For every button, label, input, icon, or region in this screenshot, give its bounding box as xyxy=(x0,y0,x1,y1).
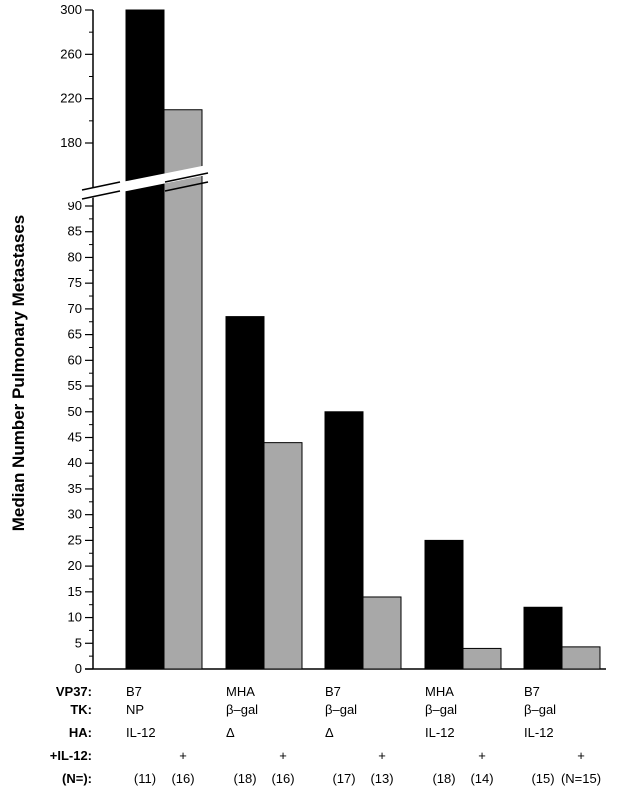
n-label: (13) xyxy=(370,771,393,786)
n-label: (N=15) xyxy=(561,771,601,786)
bar xyxy=(362,596,402,670)
n-label: (11) xyxy=(134,771,156,786)
n-label: (18) xyxy=(233,771,256,786)
n-label: (16) xyxy=(171,771,194,786)
cell-ha: IL-12 xyxy=(425,725,455,740)
cell-vp37: B7 xyxy=(325,684,341,699)
y-tick-label: 80 xyxy=(68,249,82,264)
y-tick-label: 25 xyxy=(68,532,82,547)
y-tick-label: 55 xyxy=(68,378,82,393)
cell-vp37: MHA xyxy=(425,684,454,699)
cell-ha: IL-12 xyxy=(524,725,554,740)
cell-ha: Δ xyxy=(325,725,334,740)
cell-ha: IL-12 xyxy=(126,725,156,740)
row-label: TK: xyxy=(70,702,92,717)
bar xyxy=(125,9,165,670)
bar xyxy=(523,606,563,670)
y-tick-label: 70 xyxy=(68,301,82,316)
y-tick-label: 75 xyxy=(68,275,82,290)
bar xyxy=(225,316,265,670)
cell-tk: β–gal xyxy=(425,702,457,717)
il12-mark: + xyxy=(378,748,386,763)
il12-mark: + xyxy=(478,748,486,763)
y-tick-label: 260 xyxy=(60,46,82,61)
y-axis: 0510152025303540455055606570758085901802… xyxy=(60,2,606,676)
y-tick-label: 220 xyxy=(60,91,82,106)
axis-break-line xyxy=(81,190,121,200)
row-label: HA: xyxy=(69,725,92,740)
n-label: (18) xyxy=(432,771,455,786)
n-label: (17) xyxy=(332,771,355,786)
row-label: VP37: xyxy=(56,684,92,699)
row-label: +IL-12: xyxy=(50,748,92,763)
bars xyxy=(62,9,601,670)
y-tick-label: 50 xyxy=(68,404,82,419)
cell-vp37: MHA xyxy=(226,684,255,699)
n-label: (14) xyxy=(470,771,493,786)
y-tick-label: 0 xyxy=(75,661,82,676)
y-tick-label: 20 xyxy=(68,558,82,573)
y-tick-label: 30 xyxy=(68,507,82,522)
bar xyxy=(561,646,601,670)
cell-tk: β–gal xyxy=(325,702,357,717)
y-tick-label: 60 xyxy=(68,352,82,367)
y-tick-label: 15 xyxy=(68,584,82,599)
cell-tk: β–gal xyxy=(226,702,258,717)
y-tick-label: 180 xyxy=(60,135,82,150)
y-tick-label: 300 xyxy=(60,2,82,17)
axis-break-line xyxy=(164,172,209,183)
axis-break-line xyxy=(164,181,209,192)
y-tick-label: 5 xyxy=(75,635,82,650)
y-tick-label: 85 xyxy=(68,224,82,239)
y-tick-label: 45 xyxy=(68,430,82,445)
il12-mark: + xyxy=(577,748,585,763)
cell-vp37: B7 xyxy=(126,684,142,699)
y-tick-label: 10 xyxy=(68,610,82,625)
axis-break-gap xyxy=(62,164,212,204)
il12-mark: + xyxy=(179,748,187,763)
y-tick-label: 65 xyxy=(68,327,82,342)
n-label: (15) xyxy=(531,771,554,786)
cell-tk: NP xyxy=(126,702,144,717)
y-axis-label: Median Number Pulmonary Metastases xyxy=(9,215,28,531)
condition-table: VP37: TK: HA: +IL-12: (N=): B7 NP IL-12 (11) + (16… xyxy=(50,684,601,786)
cell-vp37: B7 xyxy=(524,684,540,699)
bar xyxy=(324,411,364,670)
y-tick-label: 40 xyxy=(68,455,82,470)
axis-break-line xyxy=(81,181,121,191)
bar xyxy=(424,539,464,670)
bar xyxy=(462,647,502,670)
row-label: (N=): xyxy=(62,771,92,786)
bar xyxy=(263,442,303,670)
y-tick-label: 35 xyxy=(68,481,82,496)
bar xyxy=(163,109,203,670)
cell-ha: Δ xyxy=(226,725,235,740)
n-label: (16) xyxy=(271,771,294,786)
il12-mark: + xyxy=(279,748,287,763)
cell-tk: β–gal xyxy=(524,702,556,717)
